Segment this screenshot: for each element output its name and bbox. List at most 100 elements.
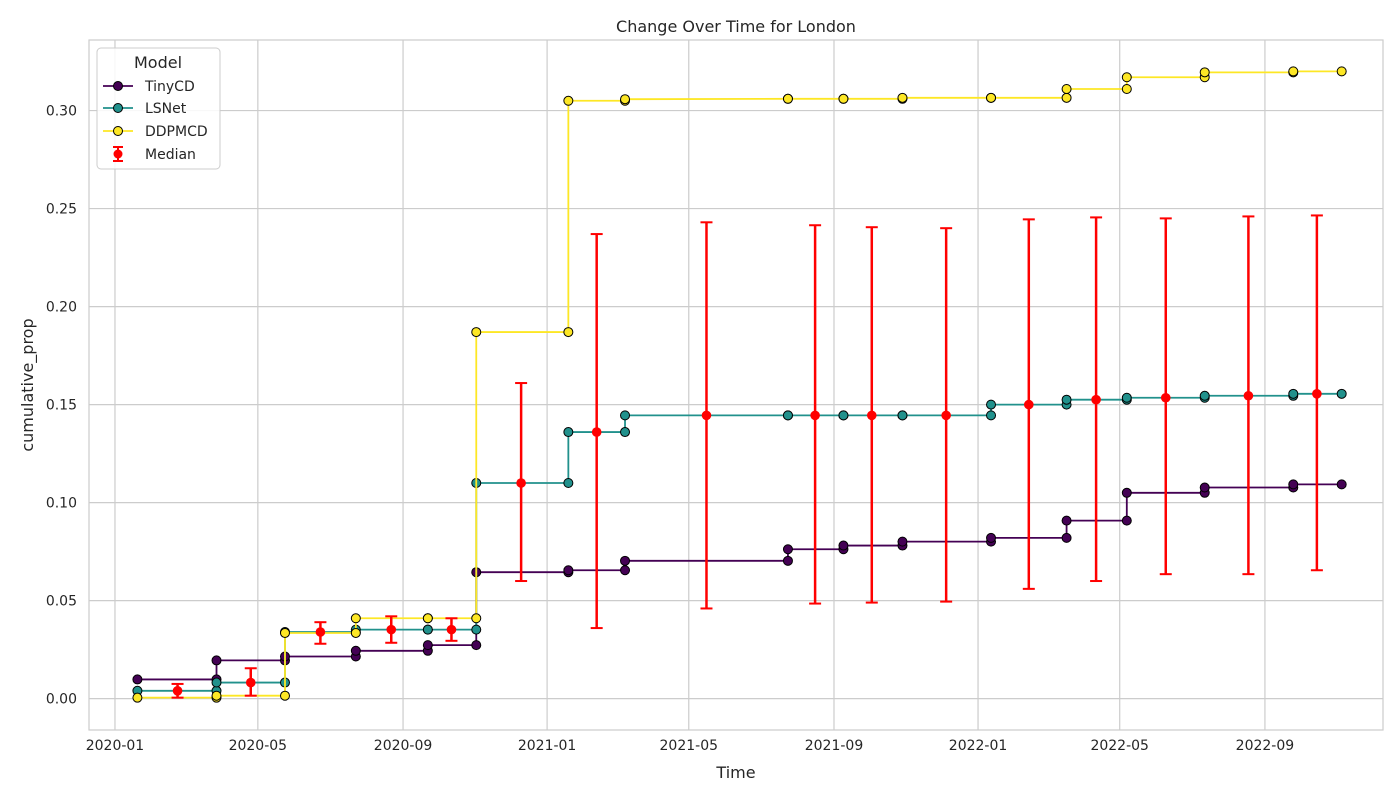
data-point-lsnet xyxy=(986,399,997,410)
median-marker xyxy=(1243,390,1254,401)
data-point-ddpmcd xyxy=(563,95,574,106)
median-marker xyxy=(1091,394,1101,405)
median-point xyxy=(1310,214,1323,572)
x-tick-label: 2021-05 xyxy=(660,738,719,754)
x-tick-label: 2021-09 xyxy=(805,738,864,754)
median-marker xyxy=(866,410,877,421)
data-point-lsnet xyxy=(471,624,482,635)
data-point-ddpmcd xyxy=(563,327,574,338)
legend-label-tinycd: TinyCD xyxy=(144,79,195,95)
data-point-tinycd xyxy=(211,655,222,666)
data-point-ddpmcd xyxy=(422,613,433,624)
data-point-lsnet xyxy=(1288,388,1299,399)
data-point-lsnet xyxy=(422,624,433,635)
data-point-tinycd xyxy=(1121,487,1132,498)
data-point-lsnet xyxy=(782,410,793,421)
data-point-ddpmcd xyxy=(1121,72,1132,83)
median-point xyxy=(515,382,528,583)
x-tick-label: 2022-01 xyxy=(949,738,1008,754)
data-point-tinycd xyxy=(132,674,143,685)
data-point-lsnet xyxy=(838,410,849,421)
data-point-ddpmcd xyxy=(782,93,793,104)
data-point-ddpmcd xyxy=(279,690,290,701)
data-point-tinycd xyxy=(782,544,793,555)
median-point xyxy=(385,615,398,644)
median-marker xyxy=(1024,399,1034,410)
y-tick-label: 0.00 xyxy=(46,692,77,708)
median-point xyxy=(1159,217,1172,576)
data-point-lsnet xyxy=(1199,390,1210,401)
data-point-ddpmcd xyxy=(1336,66,1347,77)
median-marker xyxy=(941,410,951,421)
legend-label-lsnet: LSNet xyxy=(145,101,187,117)
x-axis-label: Time xyxy=(715,763,755,782)
x-tick-label: 2022-09 xyxy=(1236,738,1295,754)
data-point-ddpmcd xyxy=(838,93,849,104)
data-point-lsnet xyxy=(1336,388,1347,399)
y-tick-label: 0.25 xyxy=(46,202,77,218)
legend-marker-lsnet xyxy=(113,103,123,113)
data-point-tinycd xyxy=(1061,532,1072,543)
data-point-ddpmcd xyxy=(1121,84,1132,95)
data-point-tinycd xyxy=(422,640,433,651)
x-tick-label: 2020-05 xyxy=(229,738,288,754)
data-point-tinycd xyxy=(1288,479,1299,490)
legend-label-median: Median xyxy=(145,147,196,163)
plot-frame xyxy=(88,39,1384,731)
x-tick-label: 2021-01 xyxy=(518,738,577,754)
data-point-tinycd xyxy=(1061,515,1072,526)
data-point-ddpmcd xyxy=(1061,84,1072,95)
y-tick-label: 0.30 xyxy=(46,104,77,120)
legend-title: Model xyxy=(134,53,182,72)
legend-box xyxy=(96,47,221,170)
x-tick-label: 2020-09 xyxy=(374,738,433,754)
median-marker xyxy=(1160,392,1171,403)
data-point-tinycd xyxy=(897,536,908,547)
data-point-ddpmcd xyxy=(986,92,997,103)
data-point-tinycd xyxy=(350,645,361,656)
data-point-ddpmcd xyxy=(620,94,631,105)
data-point-tinycd xyxy=(471,640,482,651)
data-point-tinycd xyxy=(838,540,849,551)
data-point-tinycd xyxy=(620,555,631,566)
median-marker xyxy=(516,478,526,488)
x-tick-label: 2020-01 xyxy=(86,738,145,754)
data-point-tinycd xyxy=(782,555,793,566)
data-point-ddpmcd xyxy=(279,627,290,638)
median-point xyxy=(1242,215,1255,576)
data-point-ddpmcd xyxy=(471,613,482,624)
median-point xyxy=(171,682,184,699)
data-point-tinycd xyxy=(563,565,574,576)
data-point-ddpmcd xyxy=(350,613,361,624)
x-axis-ticks: 2020-01 2020-05 2020-09 2021-01 2021-05 2021-… xyxy=(86,738,1294,754)
x-tick-label: 2022-05 xyxy=(1090,738,1149,754)
median-marker xyxy=(245,677,256,688)
data-point-tinycd xyxy=(620,565,631,576)
series-tinycd xyxy=(132,479,1347,685)
median-point xyxy=(1022,218,1035,590)
data-point-ddpmcd xyxy=(1288,66,1299,77)
data-point-tinycd xyxy=(1121,515,1132,526)
legend-marker-ddpmcd xyxy=(113,126,123,136)
median-marker xyxy=(1312,389,1322,399)
data-point-tinycd xyxy=(1336,479,1347,490)
median-point xyxy=(1090,216,1103,583)
median-point xyxy=(865,226,878,604)
data-point-lsnet xyxy=(897,410,908,421)
y-axis-ticks: 0.00 0.05 0.10 0.15 0.20 0.25 0.30 xyxy=(46,104,77,708)
y-tick-label: 0.05 xyxy=(46,594,77,610)
legend-marker-median xyxy=(113,149,123,159)
data-point-ddpmcd xyxy=(132,692,143,703)
legend: Model TinyCD LSNet DDPMCD Median xyxy=(96,47,221,170)
data-point-ddpmcd xyxy=(1061,92,1072,103)
median-point xyxy=(940,227,953,603)
data-point-tinycd xyxy=(1199,482,1210,493)
median-marker xyxy=(172,685,183,696)
legend-label-ddpmcd: DDPMCD xyxy=(145,124,208,140)
y-tick-label: 0.20 xyxy=(46,300,77,316)
median-marker xyxy=(701,410,712,421)
median-marker xyxy=(446,624,457,635)
data-point-lsnet xyxy=(1061,394,1072,405)
median-point xyxy=(244,667,257,697)
